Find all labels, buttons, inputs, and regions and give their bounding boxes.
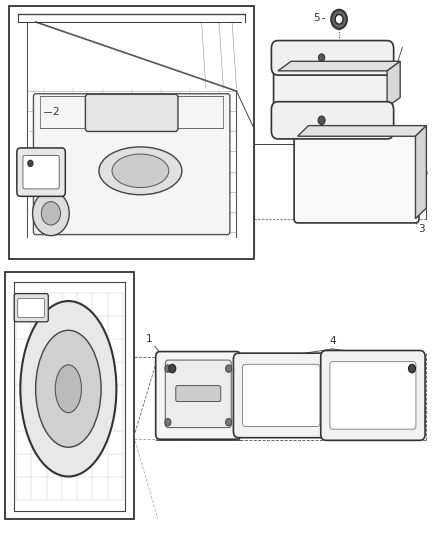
Polygon shape [387, 61, 400, 107]
FancyBboxPatch shape [233, 353, 329, 438]
Ellipse shape [55, 365, 81, 413]
FancyBboxPatch shape [23, 156, 59, 189]
Circle shape [41, 201, 60, 225]
Text: 1: 1 [51, 155, 57, 165]
FancyBboxPatch shape [272, 102, 394, 139]
Text: 5: 5 [313, 13, 320, 23]
FancyBboxPatch shape [294, 132, 419, 223]
Ellipse shape [112, 154, 169, 188]
Circle shape [226, 365, 232, 372]
FancyBboxPatch shape [274, 66, 392, 112]
Bar [10, 6, 254, 259]
Circle shape [318, 54, 325, 61]
Circle shape [318, 116, 325, 125]
Text: 1: 1 [146, 334, 152, 344]
FancyBboxPatch shape [14, 294, 48, 322]
Ellipse shape [99, 147, 182, 195]
Circle shape [165, 365, 171, 372]
Polygon shape [278, 61, 400, 71]
Circle shape [331, 10, 347, 29]
Text: 4: 4 [329, 336, 336, 346]
FancyBboxPatch shape [33, 94, 230, 235]
Polygon shape [416, 126, 426, 219]
Circle shape [226, 418, 232, 426]
Circle shape [409, 365, 416, 373]
FancyBboxPatch shape [272, 41, 394, 75]
Text: 2: 2 [392, 81, 399, 91]
FancyBboxPatch shape [155, 352, 241, 439]
Circle shape [169, 365, 176, 373]
Ellipse shape [20, 301, 117, 477]
FancyBboxPatch shape [17, 148, 65, 196]
FancyBboxPatch shape [330, 362, 416, 429]
FancyBboxPatch shape [243, 365, 320, 426]
FancyBboxPatch shape [85, 94, 178, 132]
FancyBboxPatch shape [321, 351, 425, 440]
FancyBboxPatch shape [165, 360, 231, 427]
Circle shape [335, 14, 343, 24]
Ellipse shape [35, 330, 101, 447]
Polygon shape [297, 126, 426, 136]
Circle shape [28, 160, 33, 166]
Text: 3: 3 [418, 224, 425, 234]
Polygon shape [5, 272, 134, 519]
Circle shape [32, 191, 69, 236]
Circle shape [165, 418, 171, 426]
FancyBboxPatch shape [176, 385, 221, 401]
FancyBboxPatch shape [18, 298, 44, 318]
Text: 2: 2 [52, 107, 59, 117]
